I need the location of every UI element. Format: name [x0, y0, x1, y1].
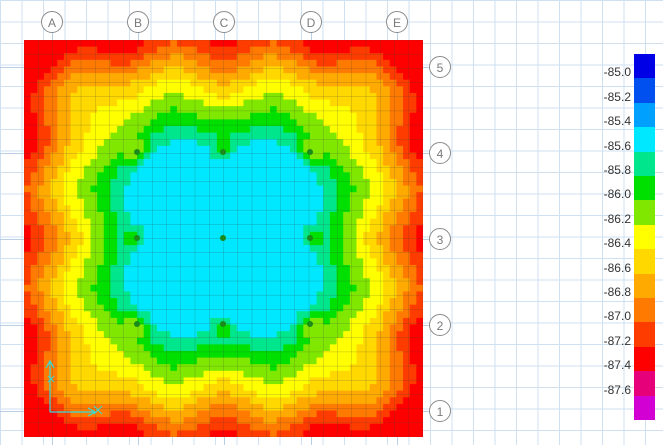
legend-swatch	[634, 346, 655, 372]
legend-swatch	[634, 200, 655, 226]
legend-swatch	[634, 54, 655, 79]
legend-swatch	[634, 249, 655, 275]
column-support-icon[interactable]	[220, 235, 226, 241]
axis-triad-icon	[45, 359, 103, 417]
grid-bubble-d[interactable]: D	[300, 11, 322, 33]
legend-swatch	[634, 298, 655, 323]
grid-bubble-5[interactable]: 5	[429, 56, 451, 78]
legend-label: -87.2	[603, 333, 631, 348]
column-support-icon[interactable]	[307, 235, 313, 241]
grid-bubble-4[interactable]: 4	[429, 142, 451, 164]
legend-label: -85.6	[603, 138, 631, 153]
column-support-icon[interactable]	[134, 149, 140, 155]
column-support-icon[interactable]	[307, 149, 313, 155]
legend-label: -86.2	[603, 211, 631, 226]
legend-swatch	[634, 151, 655, 177]
legend-label: -86.8	[603, 285, 631, 299]
slab-contour-plot[interactable]	[24, 40, 423, 437]
legend-label: -87.6	[603, 382, 631, 397]
legend-label: -87.0	[603, 309, 631, 324]
legend-label: -85.8	[603, 163, 631, 177]
legend-label: -87.4	[603, 358, 631, 373]
column-support-icon[interactable]	[307, 321, 313, 327]
contour-legend: -85.0 -85.2 -85.4 -85.6 -85.8 -86.0 -86.2 -86.4…	[597, 54, 659, 421]
grid-bubble-2[interactable]: 2	[429, 314, 451, 336]
legend-swatch	[634, 102, 655, 128]
legend-swatch	[634, 224, 655, 250]
legend-label: -86.0	[603, 187, 631, 202]
legend-swatch	[634, 176, 655, 201]
legend-label: -85.2	[603, 89, 631, 104]
legend-swatch	[634, 395, 655, 421]
column-support-icon[interactable]	[220, 149, 226, 155]
grid-bubble-c[interactable]: C	[213, 11, 235, 33]
legend-swatch	[634, 127, 655, 153]
column-support-icon[interactable]	[134, 321, 140, 327]
legend-swatch	[634, 273, 655, 299]
legend-swatch	[634, 322, 655, 348]
column-support-icon[interactable]	[220, 321, 226, 327]
legend-label: -85.4	[603, 114, 631, 129]
grid-bubble-1[interactable]: 1	[429, 400, 451, 422]
grid-bubble-a[interactable]: A	[41, 11, 63, 33]
legend-label: -85.0	[603, 65, 631, 80]
legend-label: -86.4	[603, 236, 631, 251]
legend-swatch	[634, 78, 655, 104]
grid-bubble-e[interactable]: E	[386, 11, 408, 33]
grid-bubble-3[interactable]: 3	[429, 228, 451, 250]
grid-bubble-b[interactable]: B	[127, 11, 149, 33]
legend-label: -86.6	[603, 260, 631, 275]
legend-swatch	[634, 371, 655, 397]
column-support-icon[interactable]	[134, 235, 140, 241]
